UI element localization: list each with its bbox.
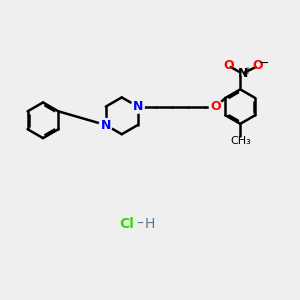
Circle shape	[99, 118, 112, 132]
Text: O: O	[223, 59, 234, 72]
Text: CH₃: CH₃	[230, 136, 250, 146]
Text: O: O	[211, 100, 221, 113]
Text: N: N	[238, 67, 248, 80]
Text: O: O	[253, 59, 263, 72]
Circle shape	[131, 100, 144, 113]
Text: Cl: Cl	[119, 217, 134, 231]
Text: −: −	[259, 57, 269, 70]
Text: N: N	[100, 118, 111, 131]
Text: N: N	[133, 100, 143, 113]
Circle shape	[209, 100, 222, 113]
Text: –: –	[136, 217, 143, 231]
Text: H: H	[145, 217, 155, 231]
Text: +: +	[243, 66, 251, 76]
